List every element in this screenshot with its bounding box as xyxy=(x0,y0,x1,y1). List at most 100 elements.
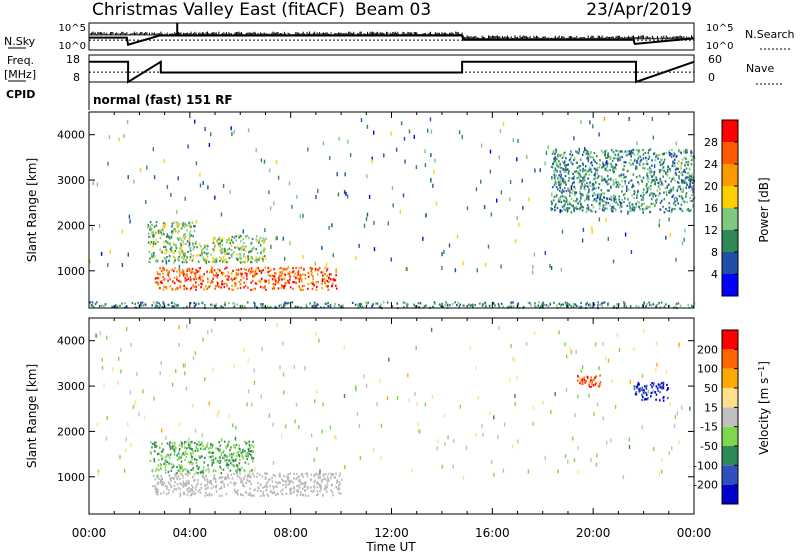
data-point xyxy=(246,475,249,478)
data-point xyxy=(606,197,609,201)
data-point xyxy=(277,287,280,290)
data-point xyxy=(343,393,346,398)
data-point xyxy=(295,276,298,279)
data-point xyxy=(373,220,375,225)
data-point xyxy=(661,168,664,171)
data-point xyxy=(577,375,580,378)
data-point xyxy=(310,490,313,493)
data-point xyxy=(639,155,642,158)
data-point xyxy=(435,201,438,206)
data-point xyxy=(512,444,514,449)
data-point xyxy=(655,304,658,307)
data-point xyxy=(252,247,254,250)
data-point xyxy=(646,173,648,177)
data-point xyxy=(264,266,267,269)
data-point xyxy=(155,221,158,224)
data-point xyxy=(691,199,693,202)
data-point xyxy=(275,160,278,164)
data-point xyxy=(652,389,655,394)
data-point xyxy=(630,149,633,152)
data-point xyxy=(240,480,242,483)
data-point xyxy=(668,451,670,456)
data-point xyxy=(247,447,250,451)
data-point xyxy=(233,130,235,134)
data-point xyxy=(311,272,313,275)
data-point xyxy=(206,255,209,258)
data-point xyxy=(617,150,619,153)
data-point xyxy=(202,473,204,477)
data-point xyxy=(313,489,315,492)
data-point xyxy=(583,179,586,182)
data-point xyxy=(415,345,417,350)
data-point xyxy=(233,277,236,280)
frequency-panel: 18 8 60 0 xyxy=(66,53,722,84)
data-point xyxy=(173,221,175,224)
data-point xyxy=(240,274,243,277)
data-point xyxy=(579,196,582,199)
data-point xyxy=(196,246,198,249)
data-point xyxy=(216,239,218,242)
data-point xyxy=(123,134,125,138)
data-point xyxy=(681,181,683,184)
data-point xyxy=(683,200,686,204)
data-point xyxy=(585,303,587,306)
data-point xyxy=(290,487,292,490)
data-point xyxy=(299,493,302,496)
data-point xyxy=(444,304,446,307)
data-point xyxy=(657,383,660,386)
data-point xyxy=(544,161,546,166)
data-point xyxy=(281,488,284,491)
data-point xyxy=(602,204,605,207)
data-point xyxy=(313,480,316,484)
ytick-label: 4000 xyxy=(57,335,85,348)
data-point xyxy=(676,189,678,192)
data-point xyxy=(279,472,281,475)
data-point xyxy=(220,305,222,308)
data-point xyxy=(323,477,325,480)
data-point xyxy=(599,198,602,201)
data-point xyxy=(586,207,588,210)
data-point xyxy=(606,174,609,178)
data-point xyxy=(216,257,218,260)
data-point xyxy=(302,494,305,497)
data-point xyxy=(563,187,566,190)
data-point xyxy=(669,152,671,155)
data-point xyxy=(192,467,194,470)
data-point xyxy=(201,250,204,253)
data-point xyxy=(573,175,575,178)
data-point xyxy=(498,326,500,330)
data-point xyxy=(573,458,576,463)
data-point xyxy=(149,261,151,264)
data-point xyxy=(274,277,277,280)
data-point xyxy=(264,279,266,282)
data-point xyxy=(165,260,168,265)
data-point xyxy=(525,341,528,346)
data-point xyxy=(336,172,338,177)
data-point xyxy=(277,175,280,180)
data-point xyxy=(177,469,180,472)
data-point xyxy=(207,280,209,283)
data-point xyxy=(147,224,149,227)
data-point xyxy=(160,360,162,365)
data-point xyxy=(186,452,189,455)
data-point xyxy=(265,482,268,486)
data-point xyxy=(214,287,216,290)
data-point xyxy=(159,304,162,307)
data-point xyxy=(180,472,183,475)
data-point xyxy=(141,301,144,304)
data-point xyxy=(629,153,632,156)
data-point xyxy=(626,187,628,190)
data-point xyxy=(199,447,202,450)
data-point xyxy=(204,377,206,382)
data-point xyxy=(96,182,99,187)
data-point xyxy=(239,459,241,462)
data-point xyxy=(178,237,181,240)
data-point xyxy=(304,485,307,488)
data-point xyxy=(270,268,272,271)
data-point xyxy=(287,473,289,476)
data-point xyxy=(175,244,177,248)
data-point xyxy=(147,226,149,229)
data-point xyxy=(92,305,95,308)
data-point xyxy=(121,302,123,305)
data-point xyxy=(225,476,227,479)
